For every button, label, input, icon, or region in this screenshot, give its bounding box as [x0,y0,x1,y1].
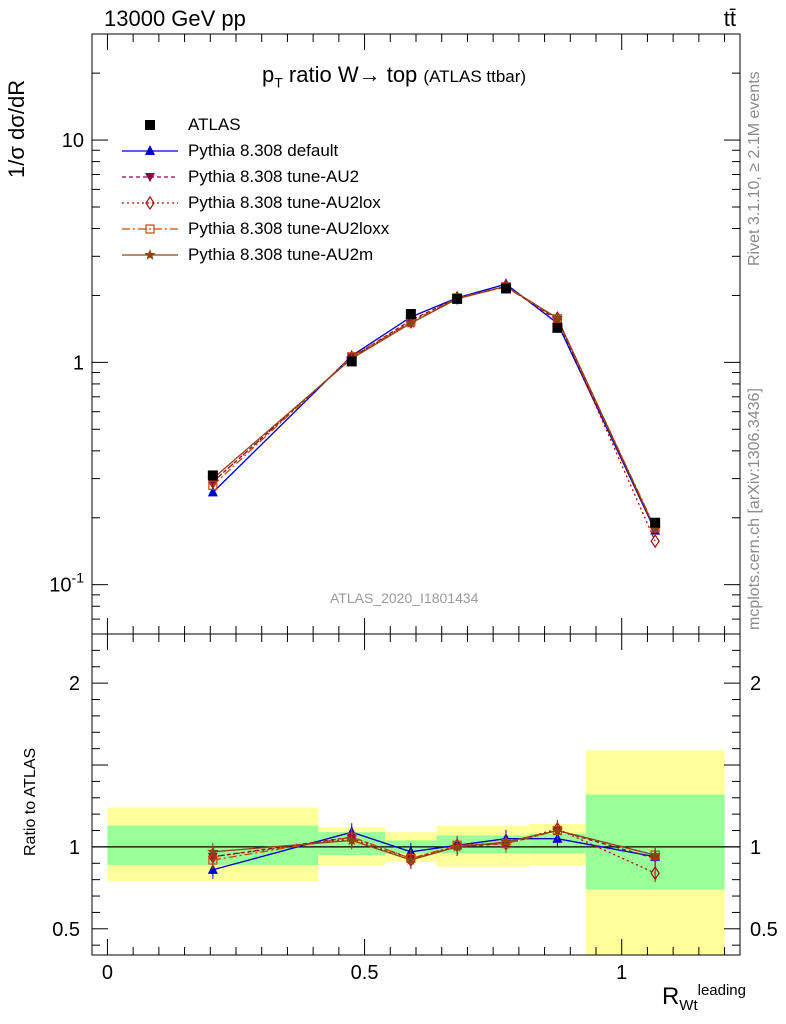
main-y-tick-exponent: -1 [72,570,85,586]
ratio-y-tick-label-right: 2 [750,673,761,695]
x-tick-label: 0 [102,962,113,984]
ratio-y-axis-label: Ratio to ATLAS [22,747,39,856]
ratio-y-tick-label-right: 1 [750,837,761,859]
main-series-point [649,523,661,534]
main-series-line-3 [212,285,656,542]
atlas-data-point [346,356,357,367]
main-y-tick-label: 10 [62,130,84,152]
ratio-series-point [207,845,219,857]
header-process: tt̄ [723,6,736,31]
x-tick-label: 0.5 [351,962,379,984]
atlas-data-point [452,293,463,304]
legend-marker [145,145,155,155]
plot-title: pT ratio W→ top (ATLAS ttbar) [262,62,526,90]
legend-marker [144,249,156,260]
main-series-point [551,312,564,324]
atlas-data-point [650,517,661,528]
main-series-point [650,534,660,549]
legend-label: Pythia 8.308 tune-AU2 [188,167,360,186]
legend-marker [145,224,155,234]
main-panel: 10-1 1 10 [49,33,741,635]
header-energy: 13000 GeV pp [104,6,246,31]
ratio-y-tick-label: 2 [69,673,80,695]
legend-entry: Pythia 8.308 tune-AU2lox [120,190,389,216]
legend-symbol [122,195,178,211]
x-axis-label-main: R [661,983,680,1010]
x-tick-label: 1 [616,962,627,984]
legend-symbol [122,224,178,234]
main-y-tick-label: 10-1 [49,570,84,597]
legend-symbol [122,249,178,260]
legend-label: Pythia 8.308 default [188,141,339,160]
mcplots-label: mcplots.cern.ch [arXiv:1306.3436] [746,388,763,630]
main-series-point [208,480,218,490]
analysis-watermark: ATLAS_2020_I1801434 [330,590,479,606]
legend-label: Pythia 8.308 tune-AU2lox [188,193,381,212]
atlas-data-point [501,283,511,294]
ratio-series-point [649,849,661,860]
main-series-line-1 [212,283,656,531]
legend-label: Pythia 8.308 tune-AU2m [188,245,374,264]
main-series-line-4 [212,286,656,529]
legend-marker [145,195,155,211]
legend-symbol [145,120,155,130]
title-small: (ATLAS ttbar) [423,67,527,86]
ratio-series-point [650,866,660,881]
legend-marker [145,173,155,182]
atlas-data-point [207,470,218,481]
ratio-y-tick-label: 0.5 [52,919,80,941]
ratio-panel: 0 0.5 1 0.5 0.5 1 1 2 2 [52,633,778,984]
main-series-line-5 [212,285,656,530]
legend-entry: Pythia 8.308 tune-AU2m [120,242,389,268]
ratio-series-point [551,824,564,836]
legend-label: Pythia 8.308 tune-AU2loxx [188,219,390,238]
x-axis-label-sup: leading [697,982,746,999]
title-p: p [262,62,275,87]
main-series-point [405,317,417,329]
title-rest: ratio W→ top [282,62,424,87]
main-series-line-2 [212,285,656,531]
legend-label: ATLAS [188,115,241,134]
rivet-version-label: Rivet 3.1.10, ≥ 2.1M events [746,71,763,266]
legend-marker [145,120,155,130]
main-y-axis-label: 1/σ dσ/dR [4,79,29,178]
legend-symbol [122,173,178,182]
main-series-point [207,486,218,497]
atlas-data-point [405,309,416,320]
ratio-series-point [405,854,417,865]
title-sub: T [274,74,283,91]
x-axis-label: RWtleading [662,982,746,1014]
legend-entry: Pythia 8.308 tune-AU2loxx [120,216,389,242]
atlas-data-point [552,322,563,333]
ratio-series-point [346,834,358,846]
legend-entry: ATLAS [120,112,389,138]
legend-entry: Pythia 8.308 tune-AU2 [120,164,389,190]
legend-entry: Pythia 8.308 default [120,138,389,164]
x-axis-label-sub: Wt [679,996,698,1014]
ratio-y-tick-label: 1 [69,837,80,859]
main-y-tick-label: 1 [73,352,84,374]
ratio-series-point [500,836,512,847]
ratio-series-point [451,840,463,852]
legend-symbol [122,145,178,155]
ratio-y-tick-label-right: 0.5 [750,919,778,941]
legend: ATLAS Pythia 8.308 default Pythia 8.308 tu… [120,112,389,268]
